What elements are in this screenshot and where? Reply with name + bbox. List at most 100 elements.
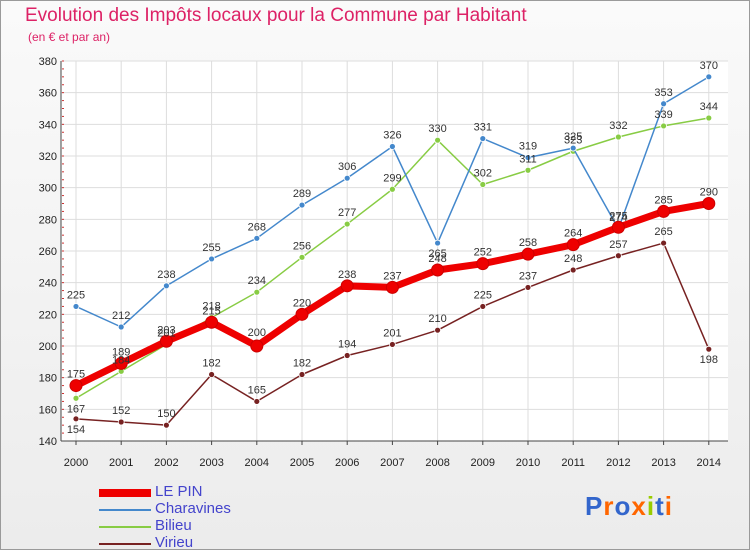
- data-label-virieu: 237: [519, 270, 537, 282]
- data-point-charavines: [388, 143, 396, 150]
- x-tick-label: 2013: [651, 457, 675, 469]
- label-layer: 154 152 150 182 165 182 194 201 210 225 237 248 257 2…: [67, 60, 718, 436]
- y-tick-label: 360: [39, 88, 57, 100]
- data-point-virieu: [479, 303, 487, 310]
- data-label-virieu: 257: [609, 239, 627, 251]
- data-label-charavines: 306: [338, 161, 356, 173]
- data-point-charavines: [434, 239, 442, 247]
- data-point-bilieu: [705, 114, 713, 122]
- data-label-bilieu: 339: [654, 109, 672, 121]
- x-tick-label: 2008: [425, 457, 449, 469]
- x-tick-label: 2001: [109, 457, 133, 469]
- data-label-bilieu: 299: [383, 172, 401, 184]
- data-label-virieu: 150: [157, 408, 175, 420]
- data-point-charavines: [72, 303, 80, 310]
- series-layer: [69, 73, 716, 429]
- y-tick-label: 160: [39, 404, 57, 416]
- logo-letter: i: [646, 491, 656, 521]
- data-point-charavines: [343, 174, 351, 182]
- data-label-charavines: 370: [700, 60, 718, 72]
- legend-label-le-pin: LE PIN: [155, 483, 203, 500]
- x-tick-label: 2011: [561, 457, 585, 469]
- data-point-virieu: [253, 398, 261, 405]
- data-point-virieu: [388, 341, 396, 348]
- data-point-le-pin: [657, 204, 671, 218]
- data-label-charavines: 326: [383, 130, 401, 142]
- data-point-le-pin: [431, 263, 445, 277]
- legend-label-charavines: Charavines: [155, 500, 231, 517]
- data-label-le-pin: 275: [609, 210, 627, 222]
- data-point-virieu: [524, 284, 532, 291]
- data-label-virieu: 201: [383, 327, 401, 339]
- data-point-virieu: [615, 252, 622, 260]
- data-label-charavines: 331: [474, 122, 492, 134]
- chart-subtitle: (en € et par an): [28, 30, 111, 44]
- data-point-charavines: [569, 144, 577, 152]
- x-tick-label: 2010: [516, 457, 540, 469]
- logo-letter: P: [585, 491, 604, 521]
- x-tick-label: 2005: [290, 457, 314, 469]
- data-label-le-pin: 215: [202, 305, 220, 317]
- data-label-virieu: 152: [112, 405, 130, 417]
- data-point-le-pin: [476, 257, 490, 271]
- data-label-charavines: 255: [202, 242, 220, 254]
- data-point-charavines: [162, 282, 170, 290]
- data-point-charavines: [253, 234, 261, 242]
- data-point-charavines: [208, 255, 216, 263]
- data-label-charavines: 268: [248, 221, 266, 233]
- data-label-virieu: 198: [700, 354, 718, 366]
- logo-letter: t: [655, 491, 665, 521]
- data-point-le-pin: [611, 220, 625, 234]
- data-label-charavines: 238: [157, 269, 175, 281]
- data-label-charavines: 265: [428, 248, 446, 260]
- data-point-le-pin: [114, 356, 128, 370]
- logo-letter: r: [603, 491, 615, 521]
- data-label-bilieu: 167: [67, 403, 85, 415]
- legend-swatch-charavines: [99, 509, 151, 511]
- data-label-virieu: 248: [564, 253, 582, 265]
- data-point-bilieu: [615, 133, 622, 141]
- data-label-virieu: 265: [654, 226, 672, 238]
- x-tick-label: 2004: [245, 457, 269, 469]
- x-tick-label: 2009: [471, 457, 495, 469]
- data-label-virieu: 154: [67, 424, 85, 436]
- data-point-le-pin: [340, 279, 354, 293]
- data-point-virieu: [298, 371, 306, 378]
- data-label-le-pin: 189: [112, 346, 130, 358]
- data-point-le-pin: [385, 280, 399, 294]
- data-label-charavines: 325: [564, 131, 582, 143]
- y-tick-label: 140: [39, 436, 57, 448]
- data-point-le-pin: [205, 315, 219, 329]
- x-tick-label: 2006: [335, 457, 359, 469]
- data-point-bilieu: [524, 166, 532, 174]
- data-point-bilieu: [298, 253, 306, 261]
- data-point-le-pin: [566, 238, 580, 252]
- chart-title: Evolution des Impôts locaux pour la Comm…: [25, 5, 527, 26]
- data-label-le-pin: 237: [383, 270, 401, 282]
- data-point-virieu: [343, 352, 351, 359]
- data-label-virieu: 225: [474, 289, 492, 301]
- x-tick-label: 2007: [380, 457, 404, 469]
- data-point-charavines: [660, 100, 667, 108]
- data-point-le-pin: [69, 379, 83, 393]
- data-label-le-pin: 248: [428, 253, 446, 265]
- x-tick-label: 2000: [64, 457, 88, 469]
- logo-letter: i: [664, 491, 673, 521]
- data-label-bilieu: 256: [293, 240, 311, 252]
- data-point-bilieu: [434, 136, 442, 144]
- data-label-charavines: 289: [293, 188, 311, 200]
- data-label-bilieu: 344: [700, 101, 718, 113]
- data-label-virieu: 194: [338, 339, 356, 351]
- logo-letter: o: [614, 491, 632, 521]
- data-point-le-pin: [702, 197, 716, 210]
- data-label-bilieu: 201: [157, 327, 175, 339]
- data-label-le-pin: 200: [248, 327, 266, 339]
- data-label-le-pin: 285: [654, 194, 672, 206]
- data-label-le-pin: 290: [700, 187, 718, 199]
- y-tick-label: 380: [39, 56, 57, 68]
- y-tick-label: 340: [39, 119, 57, 131]
- logo-letter: x: [631, 491, 647, 521]
- data-label-bilieu: 234: [248, 275, 266, 287]
- legend-label-virieu: Virieu: [155, 534, 194, 551]
- y-tick-label: 260: [39, 246, 57, 258]
